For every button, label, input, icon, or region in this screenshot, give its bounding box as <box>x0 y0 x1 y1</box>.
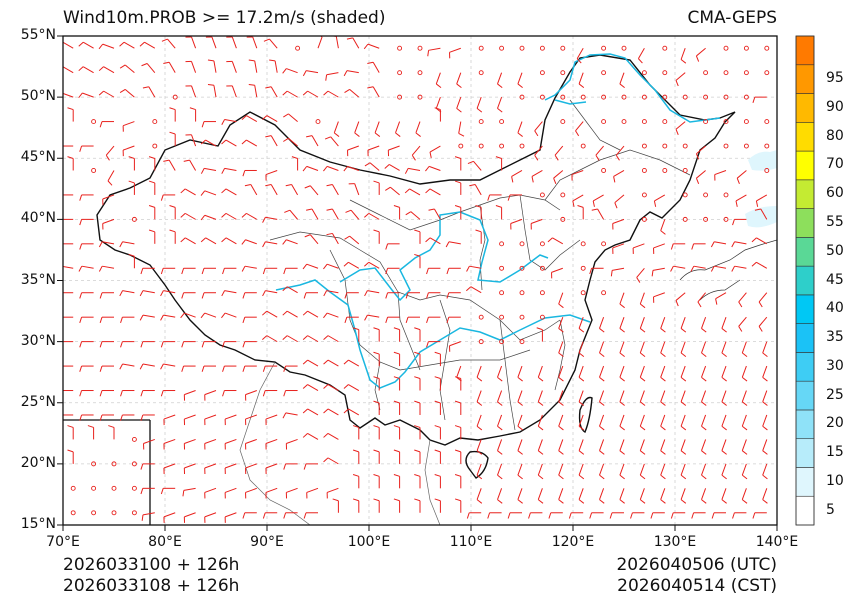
x-tick-label: 70°E <box>46 534 80 550</box>
rivers <box>275 53 721 389</box>
init-cst: 2026033108 + 126h <box>63 576 240 596</box>
y-tick-label: 30°N <box>20 332 56 349</box>
colorbar-tick-label: 50 <box>826 242 844 259</box>
x-tick-label: 100°E <box>347 534 391 550</box>
colorbar-tick-label: 10 <box>826 472 844 489</box>
colorbar-tick-label: 55 <box>826 213 844 230</box>
colorbar-tick-label: 80 <box>826 127 844 144</box>
x-tick-label: 140°E <box>755 534 799 550</box>
axis-ticks <box>57 35 778 531</box>
x-tick-label: 110°E <box>449 534 493 550</box>
valid-cst: 2026040514 (CST) <box>617 576 777 596</box>
valid-time-block: 2026040506 (UTC) 2026040514 (CST) <box>616 555 777 597</box>
model-label: CMA-GEPS <box>687 8 777 28</box>
colorbar-tick-label: 5 <box>826 501 835 518</box>
colorbar-tick-label: 15 <box>826 444 844 461</box>
chart-title: Wind10m.PROB >= 17.2m/s (shaded) <box>63 8 386 28</box>
colorbar-tick-label: 45 <box>826 271 844 288</box>
x-tick-label: 120°E <box>551 534 595 550</box>
probability-shading <box>745 150 777 228</box>
init-time-block: 2026033100 + 126h 2026033108 + 126h <box>63 555 239 597</box>
y-tick-label: 35°N <box>20 271 56 288</box>
y-tick-label: 20°N <box>20 454 56 471</box>
colorbar-tick-label: 40 <box>826 300 844 317</box>
colorbar-tick-label: 30 <box>826 357 844 374</box>
colorbar-tick-label: 25 <box>826 386 844 403</box>
province-borders <box>239 99 777 525</box>
colorbar-tick-label: 70 <box>826 156 844 173</box>
wind-barbs <box>63 36 770 523</box>
x-tick-label: 80°E <box>148 534 182 550</box>
y-tick-label: 55°N <box>20 27 56 43</box>
colorbar-tick-label: 60 <box>826 185 844 202</box>
y-tick-label: 45°N <box>20 149 56 166</box>
valid-utc: 2026040506 (UTC) <box>616 555 777 575</box>
y-tick-label: 15°N <box>20 516 56 532</box>
y-tick-label: 50°N <box>20 88 56 105</box>
y-tick-label: 40°N <box>20 210 56 227</box>
colorbar-tick-label: 90 <box>826 98 844 115</box>
x-tick-label: 90°E <box>250 534 284 550</box>
country-borders <box>63 54 736 525</box>
x-tick-label: 130°E <box>653 534 697 550</box>
colorbar-tick-label: 20 <box>826 415 844 432</box>
colorbar-tick-label: 35 <box>826 329 844 346</box>
colorbar <box>795 35 815 526</box>
y-tick-label: 25°N <box>20 393 56 410</box>
colorbar-tick-label: 95 <box>826 70 844 87</box>
init-utc: 2026033100 + 126h <box>63 555 240 575</box>
